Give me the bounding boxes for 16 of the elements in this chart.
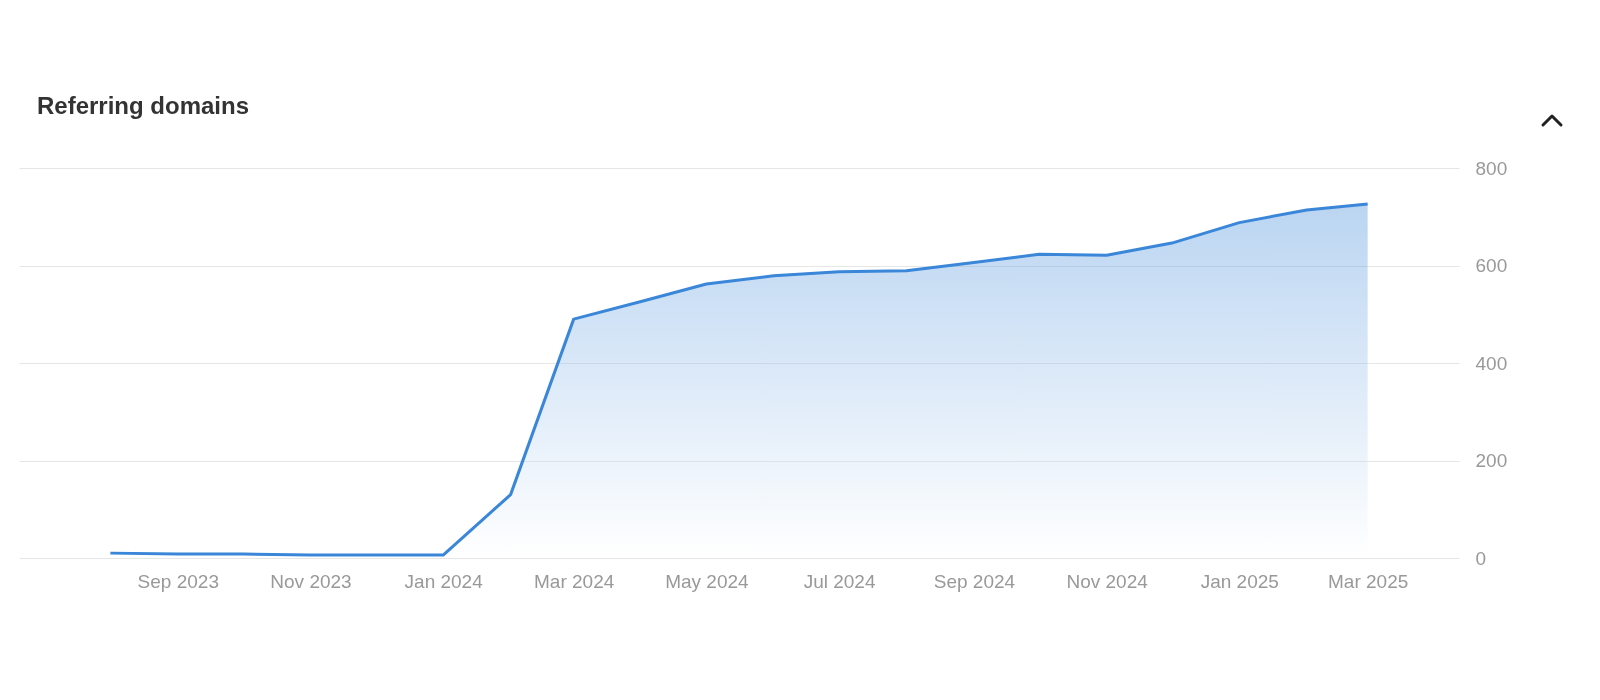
- y-tick-label: 0: [1475, 547, 1487, 569]
- y-tick-label: 400: [1475, 352, 1508, 374]
- x-tick-label: Mar 2025: [1328, 570, 1409, 592]
- y-tick-label: 800: [1475, 157, 1508, 179]
- x-tick-label: Nov 2023: [270, 570, 352, 592]
- x-tick-label: Mar 2024: [534, 570, 615, 592]
- x-tick-label: May 2024: [665, 570, 750, 592]
- x-tick-label: Jan 2025: [1200, 570, 1279, 592]
- y-tick-label: 200: [1475, 450, 1508, 471]
- x-tick-label: Nov 2024: [1066, 570, 1149, 592]
- x-tick-label: Jan 2024: [404, 570, 484, 592]
- y-tick-label: 600: [1475, 255, 1508, 276]
- x-tick-label: Sep 2023: [137, 570, 219, 592]
- chart-title: Referring domains: [37, 92, 250, 119]
- x-tick-label: Sep 2024: [933, 570, 1016, 592]
- x-tick-label: Jul 2024: [803, 570, 876, 592]
